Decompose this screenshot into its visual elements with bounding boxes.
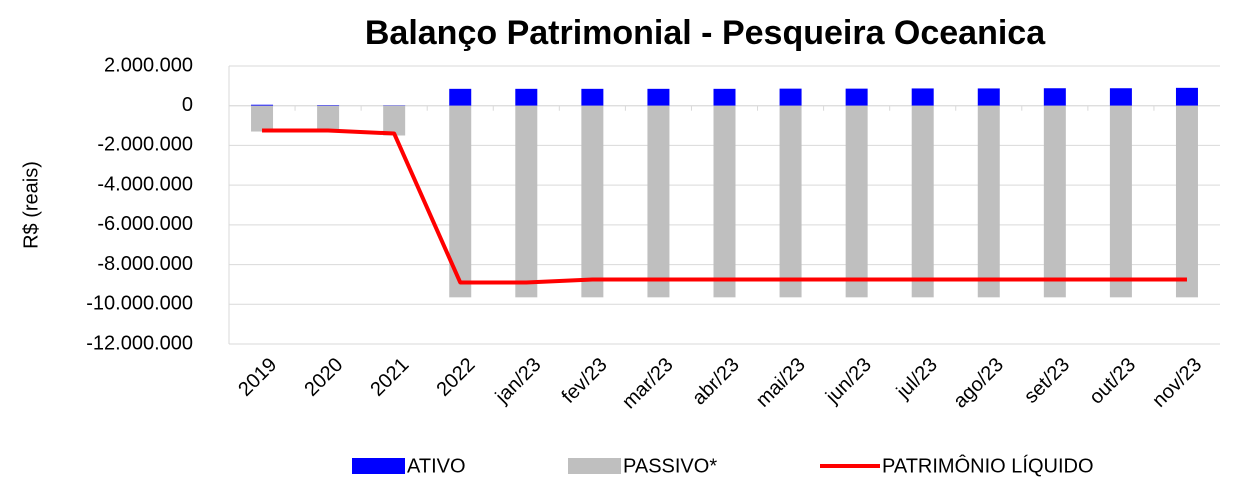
- bar: [1109, 88, 1132, 106]
- bar: [317, 105, 340, 106]
- x-tick-label: jan/23: [491, 354, 546, 409]
- x-tick-label: 2022: [432, 354, 479, 401]
- bar: [251, 104, 274, 106]
- chart-title: Balanço Patrimonial - Pesqueira Oceanica: [365, 14, 1046, 52]
- bar: [647, 88, 670, 106]
- bar: [1043, 88, 1066, 106]
- bar: [713, 88, 736, 106]
- x-tick-label: jun/23: [821, 354, 876, 409]
- bar: [845, 88, 868, 106]
- y-tick-label: -12.000.000: [86, 332, 193, 354]
- y-tick-label: -6.000.000: [97, 213, 193, 235]
- bar: [911, 88, 934, 106]
- x-tick-label: abr/23: [688, 354, 744, 410]
- bar: [977, 88, 1000, 106]
- bar: [1043, 105, 1066, 298]
- y-tick-label: -4.000.000: [97, 173, 193, 195]
- x-tick-label: 2020: [300, 354, 347, 401]
- bar: [779, 105, 802, 298]
- bar: [581, 105, 604, 298]
- bar: [1175, 87, 1198, 106]
- x-tick-label: out/23: [1085, 354, 1140, 409]
- line: [262, 128, 1187, 285]
- x-tick-label: ago/23: [949, 354, 1008, 413]
- legend-label: ATIVO: [407, 455, 466, 477]
- x-tick-label: jul/23: [892, 354, 942, 404]
- bar: [449, 88, 472, 106]
- bar: [251, 105, 274, 132]
- legend-swatch: [568, 458, 621, 474]
- y-tick-label: -2.000.000: [97, 134, 193, 156]
- bar: [1109, 105, 1132, 298]
- x-tick-label: fev/23: [558, 354, 612, 408]
- legend-label: PATRIMÔNIO LÍQUIDO: [882, 454, 1094, 477]
- x-tick-label: set/23: [1020, 354, 1074, 408]
- bar: [449, 105, 472, 298]
- x-tick-label: nov/23: [1148, 354, 1206, 412]
- bar: [383, 105, 406, 136]
- x-tick-label: 2021: [366, 354, 413, 401]
- x-tick-label: mar/23: [618, 354, 678, 414]
- bar: [647, 105, 670, 298]
- bar: [911, 105, 934, 298]
- bar: [1175, 105, 1198, 298]
- bar: [779, 88, 802, 106]
- y-tick-label: 0: [182, 94, 193, 116]
- y-tick-label: -10.000.000: [86, 293, 193, 315]
- bar: [845, 105, 868, 298]
- bar: [713, 105, 736, 298]
- bar: [977, 105, 1000, 298]
- y-tick-label: 2.000.000: [104, 54, 193, 76]
- legend-swatch: [352, 458, 405, 474]
- legend-label: PASSIVO*: [623, 455, 717, 477]
- bar: [515, 88, 538, 106]
- x-tick-label: 2019: [234, 354, 281, 401]
- y-axis-label: R$ (reais): [20, 161, 42, 249]
- y-tick-label: -8.000.000: [97, 253, 193, 275]
- bar: [581, 88, 604, 106]
- bar: [515, 105, 538, 298]
- x-tick-label: mai/23: [752, 354, 810, 412]
- bar: [317, 105, 340, 132]
